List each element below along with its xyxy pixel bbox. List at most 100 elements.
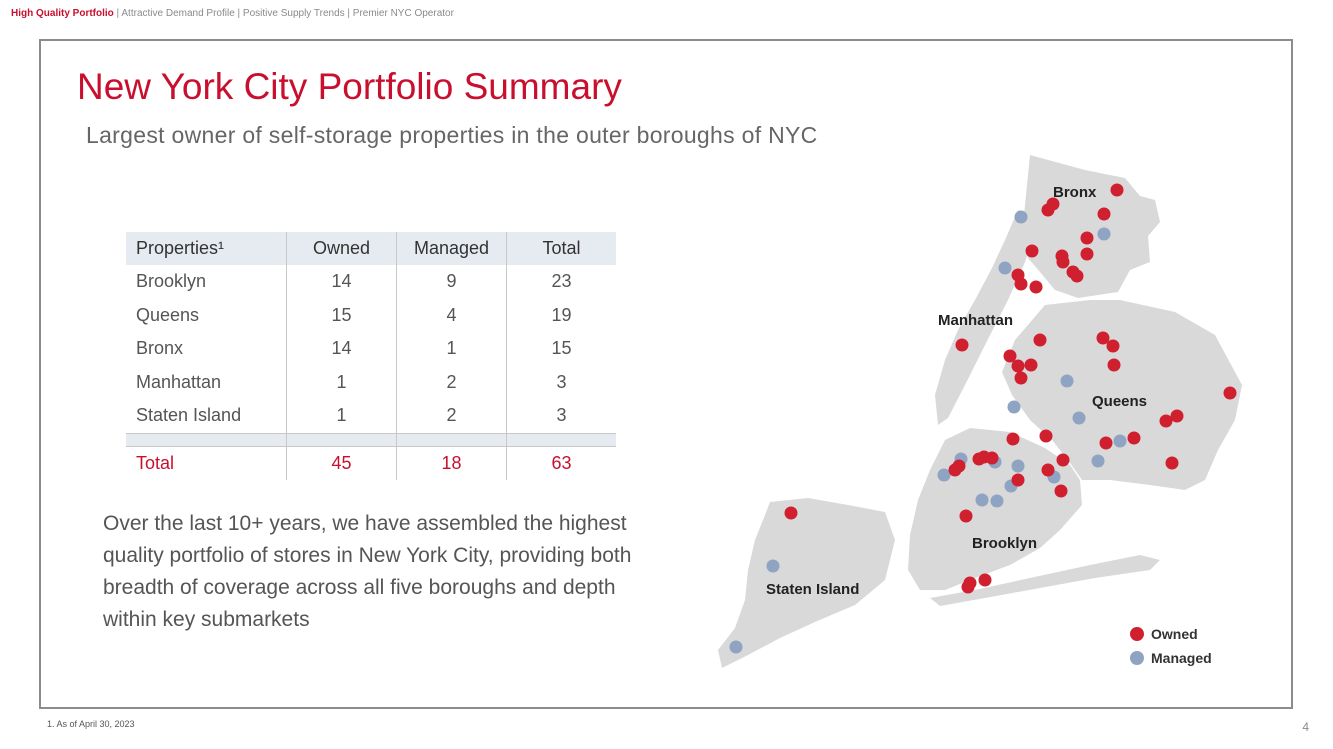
managed-property-marker (1072, 411, 1086, 425)
owned-property-marker (1070, 269, 1084, 283)
owned-property-marker (1006, 432, 1020, 446)
table-row: Queens 15 4 19 (126, 298, 616, 332)
owned-property-marker (1056, 255, 1070, 269)
owned-property-marker (1223, 386, 1237, 400)
footnote: 1. As of April 30, 2023 (47, 719, 135, 729)
owned-property-marker (1041, 203, 1055, 217)
map-legend: Owned Managed (1130, 622, 1212, 670)
page-title: New York City Portfolio Summary (77, 66, 622, 107)
legend-owned: Owned (1130, 622, 1212, 646)
managed-property-marker (1091, 454, 1105, 468)
legend-managed: Managed (1130, 646, 1212, 670)
header-properties: Properties¹ (126, 232, 287, 265)
owned-property-marker (1056, 453, 1070, 467)
owned-property-marker (948, 463, 962, 477)
row-borough: Manhattan (136, 371, 222, 392)
owned-property-marker (1029, 280, 1043, 294)
nyc-map: Bronx Manhattan Queens Brooklyn Staten I… (718, 155, 1242, 668)
owned-property-marker (1011, 473, 1025, 487)
map-markers (729, 183, 1237, 654)
managed-property-marker (1011, 459, 1025, 473)
map-label-manhattan: Manhattan (938, 312, 1013, 329)
owned-property-marker (1096, 331, 1110, 345)
header-total: Total (506, 232, 616, 265)
table-total-row: Total 45 18 63 (126, 446, 616, 480)
row-managed: 9 (396, 265, 507, 299)
owned-property-marker (1014, 277, 1028, 291)
managed-property-marker (937, 468, 951, 482)
header-managed: Managed (396, 232, 507, 265)
owned-property-marker (1080, 247, 1094, 261)
total-label: Total (136, 452, 175, 473)
table-spacer-row (126, 432, 616, 447)
bronx-shape (1022, 155, 1160, 298)
owned-property-marker (1011, 359, 1025, 373)
map-label-queens: Queens (1092, 393, 1147, 410)
other-sections: | Attractive Demand Profile | Positive S… (113, 8, 454, 19)
map-label-staten-island: Staten Island (766, 581, 859, 598)
owned-property-marker (1024, 358, 1038, 372)
table-header-row: Properties¹ Owned Managed Total (126, 232, 616, 265)
owned-property-marker (955, 338, 969, 352)
table-row: Manhattan 1 2 3 (126, 365, 616, 399)
owned-property-marker (1106, 339, 1120, 353)
managed-property-marker (998, 261, 1012, 275)
row-borough: Staten Island (136, 405, 242, 426)
managed-property-marker (1060, 374, 1074, 388)
map-label-brooklyn: Brooklyn (972, 535, 1037, 552)
properties-table: Properties¹ Owned Managed Total Brooklyn… (126, 232, 616, 480)
owned-property-marker (1041, 463, 1055, 477)
row-owned: 15 (286, 298, 397, 332)
row-total: 23 (506, 265, 616, 299)
row-owned: 14 (286, 265, 397, 299)
table-row: Staten Island 1 2 3 (126, 399, 616, 433)
total-managed: 18 (396, 446, 507, 480)
row-owned: 1 (286, 399, 397, 433)
managed-property-marker (990, 494, 1004, 508)
portfolio-description: Over the last 10+ years, we have assembl… (103, 512, 632, 631)
row-total: 15 (506, 332, 616, 366)
owned-property-marker (1025, 244, 1039, 258)
legend-managed-label: Managed (1151, 650, 1212, 666)
owned-property-marker (1014, 371, 1028, 385)
owned-property-marker (1127, 431, 1141, 445)
owned-property-marker (784, 506, 798, 520)
page-subtitle: Largest owner of self-storage properties… (86, 122, 818, 148)
row-total: 3 (506, 365, 616, 399)
owned-property-marker (1099, 436, 1113, 450)
managed-property-marker (975, 493, 989, 507)
row-managed: 2 (396, 399, 507, 433)
owned-property-marker (1080, 231, 1094, 245)
owned-property-marker (985, 451, 999, 465)
owned-property-marker (1003, 349, 1017, 363)
table-row: Brooklyn 14 9 23 (126, 265, 616, 299)
owned-property-marker (1097, 207, 1111, 221)
header-owned: Owned (286, 232, 397, 265)
total-total: 63 (506, 446, 616, 480)
managed-property-marker (766, 559, 780, 573)
staten-island-shape (718, 498, 895, 668)
row-managed: 4 (396, 298, 507, 332)
active-section: High Quality Portfolio (11, 8, 114, 19)
owned-property-marker (1170, 409, 1184, 423)
owned-property-marker (1054, 484, 1068, 498)
owned-property-marker (978, 573, 992, 587)
owned-property-marker (1159, 414, 1173, 428)
owned-property-marker (961, 580, 975, 594)
section-breadcrumb: High Quality Portfolio | Attractive Dema… (11, 8, 454, 19)
row-borough: Brooklyn (136, 271, 207, 292)
map-label-bronx: Bronx (1053, 184, 1097, 201)
managed-dot-icon (1130, 651, 1144, 665)
total-owned: 45 (286, 446, 397, 480)
owned-property-marker (1039, 429, 1053, 443)
row-owned: 14 (286, 332, 397, 366)
row-owned: 1 (286, 365, 397, 399)
rockaway-shape (930, 555, 1160, 606)
managed-property-marker (1097, 227, 1111, 241)
owned-property-marker (1110, 183, 1124, 197)
owned-property-marker (1107, 358, 1121, 372)
row-borough: Queens (136, 304, 200, 325)
managed-property-marker (1014, 210, 1028, 224)
row-managed: 2 (396, 365, 507, 399)
managed-property-marker (729, 640, 743, 654)
